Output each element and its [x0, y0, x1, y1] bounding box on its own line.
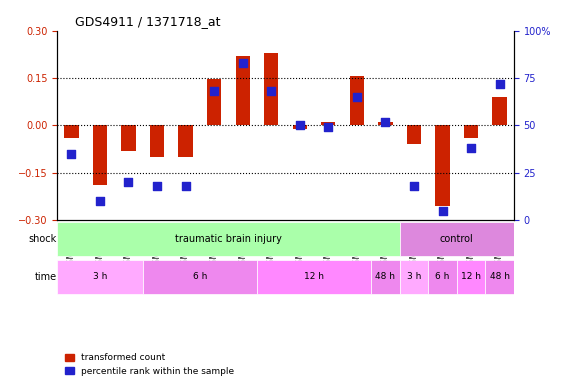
Point — [495, 81, 504, 87]
Bar — [121, 125, 135, 151]
Text: control: control — [440, 234, 474, 244]
Bar — [235, 56, 250, 125]
Text: traumatic brain injury: traumatic brain injury — [175, 234, 282, 244]
FancyBboxPatch shape — [400, 222, 514, 256]
Bar — [492, 97, 506, 125]
FancyBboxPatch shape — [143, 260, 257, 294]
FancyBboxPatch shape — [457, 260, 485, 294]
Point — [467, 145, 476, 151]
Bar — [378, 122, 392, 125]
FancyBboxPatch shape — [57, 260, 143, 294]
Text: 12 h: 12 h — [304, 272, 324, 281]
Text: 12 h: 12 h — [461, 272, 481, 281]
Text: 48 h: 48 h — [489, 272, 510, 281]
Point — [95, 198, 104, 204]
Text: 48 h: 48 h — [375, 272, 396, 281]
Bar — [178, 125, 193, 157]
Point — [295, 122, 304, 128]
Point — [210, 88, 219, 94]
Point — [124, 179, 133, 185]
Bar — [292, 125, 307, 129]
Bar — [150, 125, 164, 157]
Bar — [349, 76, 364, 125]
FancyBboxPatch shape — [485, 260, 514, 294]
Point — [67, 151, 76, 157]
Bar — [407, 125, 421, 144]
Point — [267, 88, 276, 94]
Text: 3 h: 3 h — [407, 272, 421, 281]
FancyBboxPatch shape — [57, 222, 400, 256]
Text: time: time — [35, 272, 57, 282]
Point — [324, 124, 333, 130]
Text: 6 h: 6 h — [192, 272, 207, 281]
Point — [409, 183, 419, 189]
FancyBboxPatch shape — [428, 260, 457, 294]
Point — [381, 119, 390, 125]
Point — [352, 94, 361, 100]
FancyBboxPatch shape — [371, 260, 400, 294]
Point — [181, 183, 190, 189]
Point — [438, 207, 447, 214]
Text: 6 h: 6 h — [435, 272, 450, 281]
Point — [238, 60, 247, 66]
Legend: transformed count, percentile rank within the sample: transformed count, percentile rank withi… — [62, 350, 238, 379]
Bar — [93, 125, 107, 185]
Text: shock: shock — [29, 234, 57, 244]
Text: 3 h: 3 h — [93, 272, 107, 281]
Text: GDS4911 / 1371718_at: GDS4911 / 1371718_at — [75, 15, 221, 28]
Point — [152, 183, 162, 189]
Bar — [321, 122, 335, 125]
Bar — [207, 79, 221, 125]
FancyBboxPatch shape — [257, 260, 371, 294]
Bar — [464, 125, 478, 138]
Bar — [264, 53, 278, 125]
FancyBboxPatch shape — [400, 260, 428, 294]
Bar — [64, 125, 78, 138]
Bar — [435, 125, 450, 206]
